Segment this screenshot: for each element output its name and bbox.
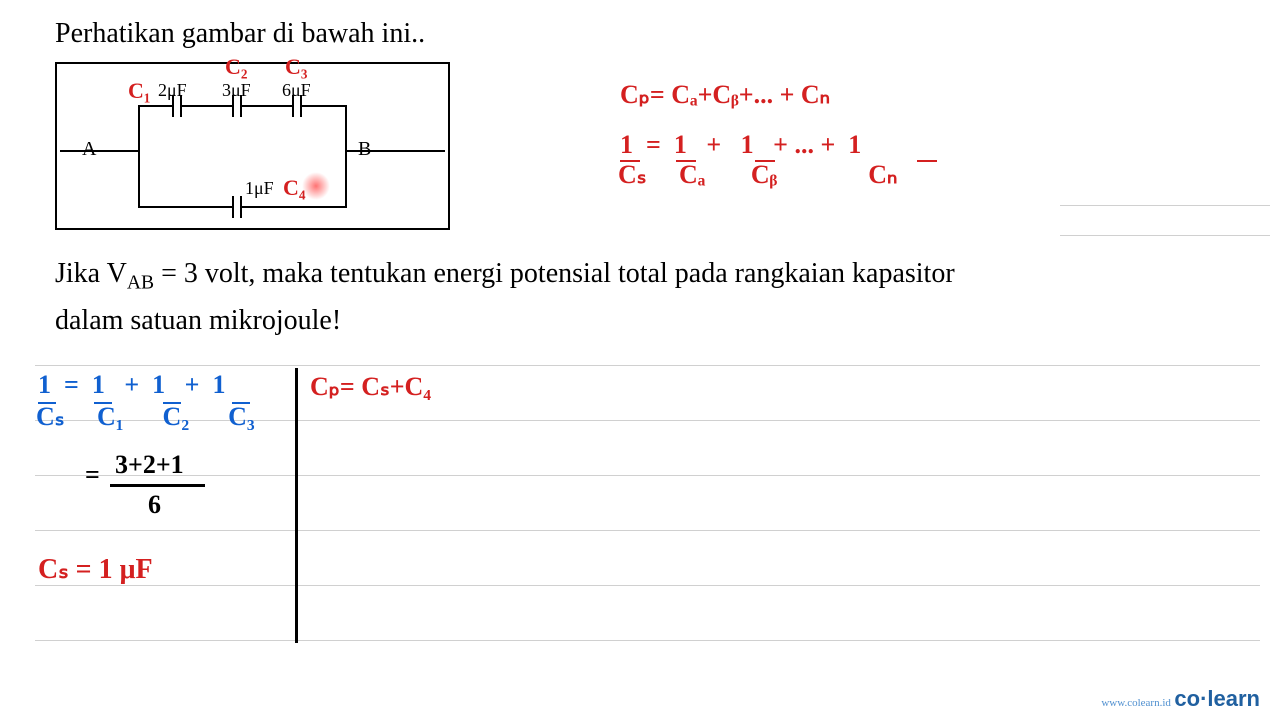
ruled-5 xyxy=(35,585,1260,586)
ruled-4 xyxy=(35,530,1260,531)
title-text: Perhatikan gambar di bawah ini.. xyxy=(55,18,425,50)
cp-formula: Cₚ= Cₛ+C₄ xyxy=(310,372,431,402)
question-line1: Jika VAB = 3 volt, maka tentukan energi … xyxy=(55,258,955,295)
formula-series-top: 1 = 1 + 1 + ... + 1 xyxy=(620,130,861,160)
formula-series-bot: Cₛ Cₐ Cᵦ Cₙ xyxy=(618,160,897,190)
ruled-1 xyxy=(35,365,1260,366)
hand-c1: C₁ xyxy=(128,78,150,104)
divider xyxy=(295,368,298,643)
work-eq: = xyxy=(85,460,100,490)
label-6uf: 6μF xyxy=(282,80,311,101)
formula-parallel: Cₚ= Cₐ+Cᵦ+... + Cₙ xyxy=(620,80,830,110)
hand-c3: C₃ xyxy=(285,54,307,80)
ruled-r1 xyxy=(1060,205,1270,206)
label-3uf: 3μF xyxy=(222,80,251,101)
cap-c4-gap xyxy=(234,197,240,217)
frac-line xyxy=(110,484,205,487)
work-line1-top: 1 = 1 + 1 + 1 xyxy=(38,370,225,400)
wire-vright xyxy=(345,105,347,208)
ruled-3 xyxy=(35,475,1260,476)
work-line1-bot: Cₛ C₁ C₂ C₃ xyxy=(36,402,255,432)
wire-vleft xyxy=(138,105,140,208)
wire-top xyxy=(138,105,347,107)
work-den: 6 xyxy=(148,490,161,520)
hand-c2: C₂ xyxy=(225,54,247,80)
ruled-6 xyxy=(35,640,1260,641)
q1-part1: Jika V xyxy=(55,258,127,289)
ruled-r2 xyxy=(1060,235,1270,236)
label-A: A xyxy=(82,138,96,161)
footer-logo: co·learn xyxy=(1174,686,1260,711)
q1-sub: AB xyxy=(127,273,154,294)
wire-bottom xyxy=(138,206,347,208)
wire-left xyxy=(60,150,140,152)
footer-url: www.colearn.id xyxy=(1101,697,1171,709)
label-B: B xyxy=(358,138,371,161)
label-1uf: 1μF xyxy=(245,178,274,199)
footer: www.colearn.id co·learn xyxy=(1101,686,1260,712)
label-2uf: 2μF xyxy=(158,80,187,101)
red-glow-marker xyxy=(302,172,330,200)
ul-4 xyxy=(917,160,937,162)
work-result: Cₛ = 1 μF xyxy=(38,552,153,586)
cap-c4-p2 xyxy=(240,196,242,218)
q1-part2: = 3 volt, maka tentukan energi potensial… xyxy=(154,258,955,289)
question-line2: dalam satuan mikrojoule! xyxy=(55,305,341,337)
circuit-box xyxy=(55,62,450,230)
work-num: 3+2+1 xyxy=(115,450,184,480)
